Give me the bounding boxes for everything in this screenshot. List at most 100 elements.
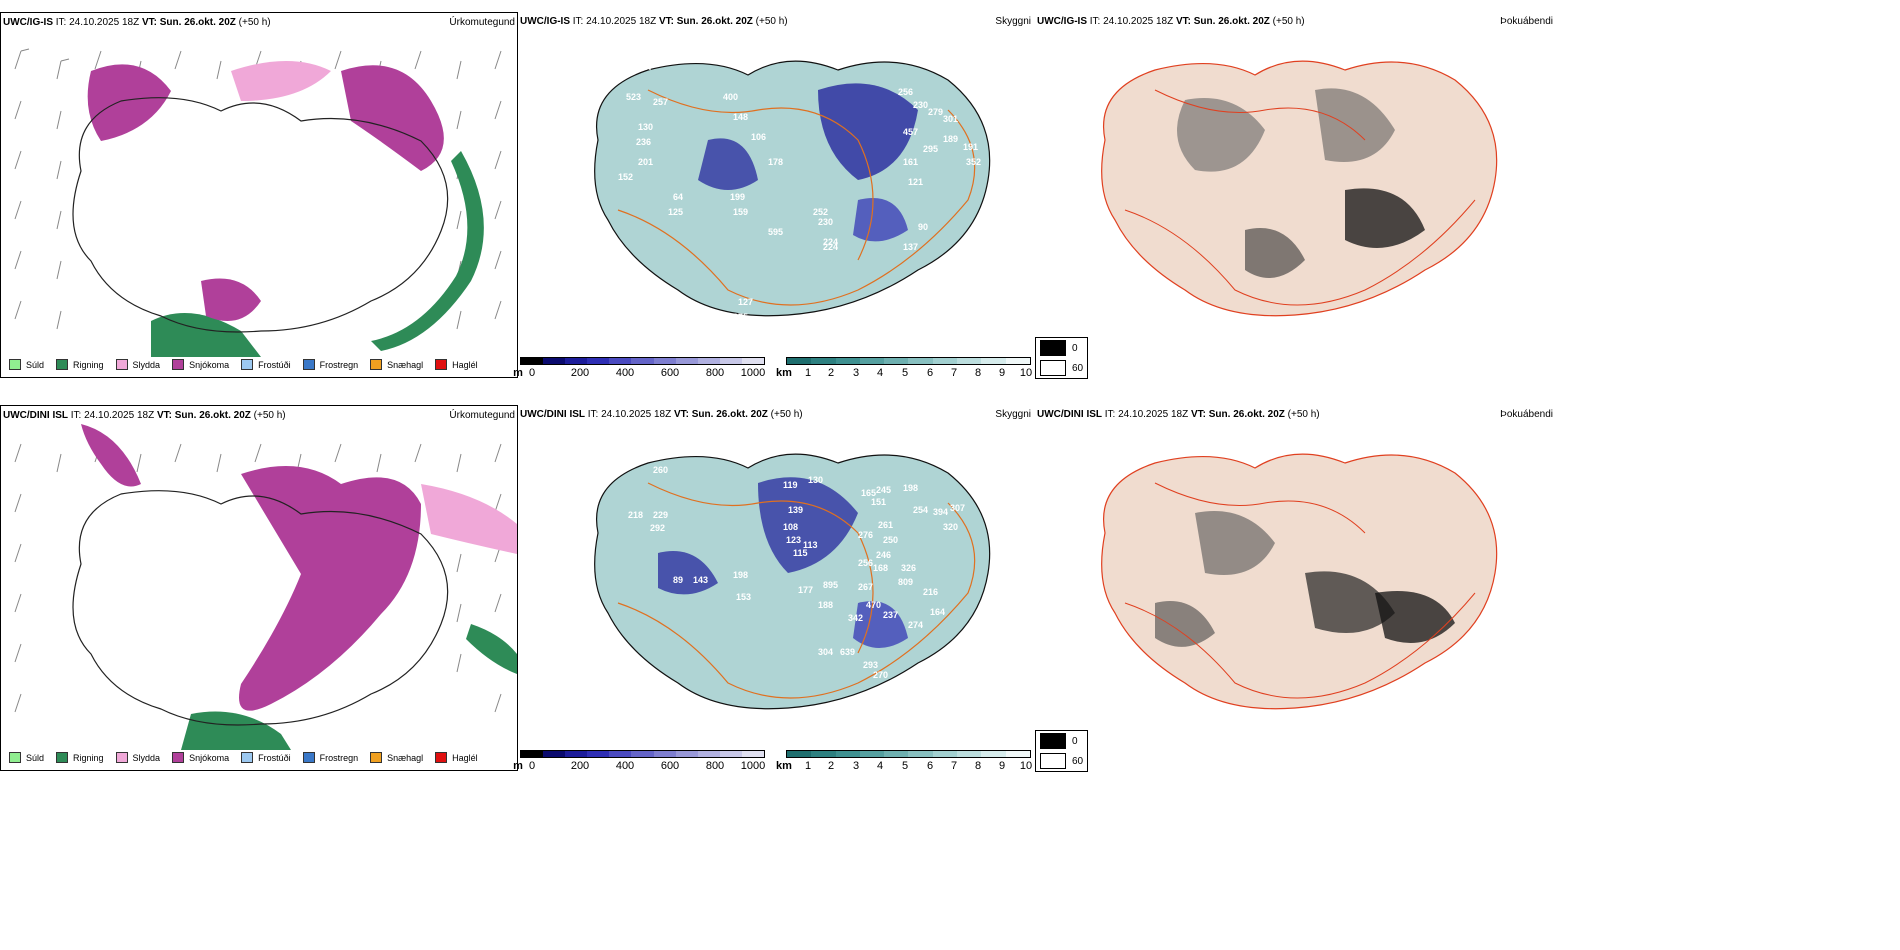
colorbar-step bbox=[811, 358, 836, 364]
fog-panel-row1: UWC/IG-IS IT: 24.10.2025 18Z VT: Sun. 26… bbox=[1035, 12, 1555, 379]
visibility-value: 254 bbox=[913, 505, 928, 515]
road-network bbox=[1124, 89, 1476, 306]
colorbar-step bbox=[787, 751, 812, 757]
visibility-value: 139 bbox=[788, 505, 803, 515]
colorbar-step bbox=[787, 358, 812, 364]
fog-shade bbox=[1155, 601, 1215, 647]
road-network bbox=[617, 482, 976, 699]
colorbar-tick: 10 bbox=[1019, 760, 1033, 772]
visibility-low-area bbox=[853, 198, 908, 242]
colorbar-step bbox=[835, 358, 860, 364]
visibility-value: 108 bbox=[783, 522, 798, 532]
fog-map[interactable] bbox=[1065, 423, 1535, 733]
visibility-value: 229 bbox=[653, 510, 668, 520]
colorbar-step bbox=[859, 751, 885, 757]
cloud-base-colorbar: m 0 200 400 600 800 1000 bbox=[513, 750, 765, 772]
visibility-value: 307 bbox=[950, 503, 965, 513]
panel-header: UWC/DINI ISL IT: 24.10.2025 18Z VT: Sun.… bbox=[3, 410, 286, 421]
visibility-value: 304 bbox=[818, 647, 833, 657]
fog-shade bbox=[1315, 88, 1395, 162]
visibility-value: 198 bbox=[903, 483, 918, 493]
iceland-fill bbox=[1101, 454, 1497, 709]
legend-item: Rigning bbox=[56, 359, 104, 370]
visibility-values: 178 260 218 229 292 119 130 139 108 123 … bbox=[618, 460, 965, 680]
colorbar-step bbox=[981, 358, 1006, 364]
visibility-value: 191 bbox=[963, 142, 978, 152]
visibility-value: 177 bbox=[798, 585, 813, 595]
panel-header: UWC/DINI ISL IT: 24.10.2025 18Z VT: Sun.… bbox=[1037, 409, 1320, 420]
visibility-panel-row1: UWC/IG-IS IT: 24.10.2025 18Z VT: Sun. 26… bbox=[513, 12, 1033, 379]
precip-sleet-ne bbox=[421, 484, 517, 554]
panel-type-title: Þokuábendi bbox=[1500, 16, 1553, 27]
colorbar-step bbox=[741, 751, 765, 757]
legend-swatch bbox=[241, 752, 254, 763]
visibility-value: 121 bbox=[908, 177, 923, 187]
visibility-value: 130 bbox=[638, 122, 653, 132]
visibility-value: 159 bbox=[733, 207, 748, 217]
visibility-map[interactable]: 287 523 257 400 148 130 236 201 106 178 … bbox=[558, 30, 1018, 340]
visibility-value: 270 bbox=[873, 670, 888, 680]
legend-item: Súld bbox=[9, 359, 44, 370]
visibility-value: 125 bbox=[668, 207, 683, 217]
visibility-value: 260 bbox=[653, 465, 668, 475]
colorbar-step bbox=[675, 358, 698, 364]
legend-item: Frostúði bbox=[241, 359, 291, 370]
colorbar-tick: 400 bbox=[615, 367, 635, 379]
colorbar-tick: 0 bbox=[528, 760, 536, 772]
precip-rain-south bbox=[151, 313, 261, 357]
visibility-value: 250 bbox=[883, 535, 898, 545]
visibility-low-area bbox=[698, 138, 758, 190]
visibility-value: 237 bbox=[883, 610, 898, 620]
precip-sleet-n bbox=[231, 61, 331, 101]
fog-scale-swatch bbox=[1040, 753, 1066, 769]
legend-item: Snæhagl bbox=[370, 359, 423, 370]
iceland-fill bbox=[1101, 61, 1497, 316]
visibility-value: 523 bbox=[626, 92, 641, 102]
fog-shade bbox=[1195, 511, 1275, 575]
legend-swatch bbox=[115, 752, 128, 763]
visibility-value: 292 bbox=[650, 523, 665, 533]
colorbar-step bbox=[631, 751, 654, 757]
precip-snow-south bbox=[201, 278, 261, 321]
colorbar-tick: 200 bbox=[570, 367, 590, 379]
legend-swatch bbox=[56, 752, 69, 763]
precip-rain-south bbox=[181, 711, 291, 750]
fog-scale-swatch bbox=[1040, 340, 1066, 356]
fog-map[interactable] bbox=[1065, 30, 1535, 340]
colorbar-step bbox=[675, 751, 698, 757]
legend-swatch bbox=[241, 359, 254, 370]
visibility-value: 261 bbox=[878, 520, 893, 530]
precip-snow-north bbox=[87, 64, 171, 141]
visibility-value: 230 bbox=[818, 217, 833, 227]
visibility-value: 394 bbox=[933, 507, 948, 517]
panel-header: UWC/DINI ISL IT: 24.10.2025 18Z VT: Sun.… bbox=[520, 409, 803, 420]
legend-item: Frostúði bbox=[241, 752, 291, 763]
precip-map[interactable] bbox=[1, 31, 517, 357]
fog-shade bbox=[1305, 571, 1395, 633]
colorbar-tick: 1 bbox=[804, 367, 812, 379]
visibility-value: 89 bbox=[673, 575, 683, 585]
fog-scale-swatch bbox=[1040, 733, 1066, 749]
visibility-value: 470 bbox=[866, 600, 881, 610]
colorbar-tick: 0 bbox=[528, 367, 536, 379]
visibility-low-area bbox=[658, 551, 718, 595]
visibility-map[interactable]: 178 260 218 229 292 119 130 139 108 123 … bbox=[558, 423, 1018, 733]
colorbar-step bbox=[609, 751, 632, 757]
colorbar-tick: 2 bbox=[827, 760, 835, 772]
visibility-value: 161 bbox=[903, 157, 918, 167]
fog-shade bbox=[1177, 98, 1265, 172]
colorbar-tick: 4 bbox=[876, 760, 884, 772]
visibility-value: 153 bbox=[736, 592, 751, 602]
visibility-value: 230 bbox=[913, 100, 928, 110]
panel-type-title: Skyggni bbox=[995, 409, 1031, 420]
visibility-value: 115 bbox=[793, 548, 808, 558]
precip-legend: Súld Rigning Slydda Snjókoma Frostúði Fr… bbox=[9, 752, 478, 763]
colorbar-tick: 10 bbox=[1019, 367, 1033, 379]
legend-swatch bbox=[435, 359, 448, 370]
colorbar-tick: 5 bbox=[901, 367, 909, 379]
visibility-low-area bbox=[818, 83, 918, 180]
visibility-value: 595 bbox=[768, 227, 783, 237]
precip-map[interactable] bbox=[1, 424, 517, 750]
panel-type-title: Þokuábendi bbox=[1500, 409, 1553, 420]
panel-header: UWC/IG-IS IT: 24.10.2025 18Z VT: Sun. 26… bbox=[520, 16, 788, 27]
